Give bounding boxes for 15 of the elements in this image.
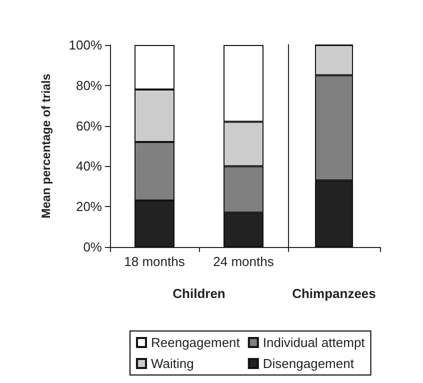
- legend-label: Disengagement: [262, 356, 354, 371]
- y-axis-title: Mean percentage of trials: [39, 73, 53, 218]
- x-tick-label: 24 months: [213, 254, 274, 269]
- legend-label: Reengagement: [151, 335, 240, 350]
- x-axis-title: Children: [172, 286, 226, 301]
- y-tick-label: 40%: [76, 158, 102, 174]
- y-tick-label: 0%: [83, 240, 102, 254]
- y-tick-label: 100%: [68, 38, 102, 52]
- y-tick-label: 80%: [76, 78, 102, 93]
- x-axis-title: Chimpanzees: [292, 286, 376, 301]
- y-tick-label: 60%: [76, 118, 102, 134]
- y-tick-label: 20%: [76, 199, 102, 214]
- legend-label: Individual attempt: [262, 335, 366, 350]
- legend-label: Waiting: [151, 356, 194, 371]
- x-tick-label: 18 months: [124, 254, 186, 269]
